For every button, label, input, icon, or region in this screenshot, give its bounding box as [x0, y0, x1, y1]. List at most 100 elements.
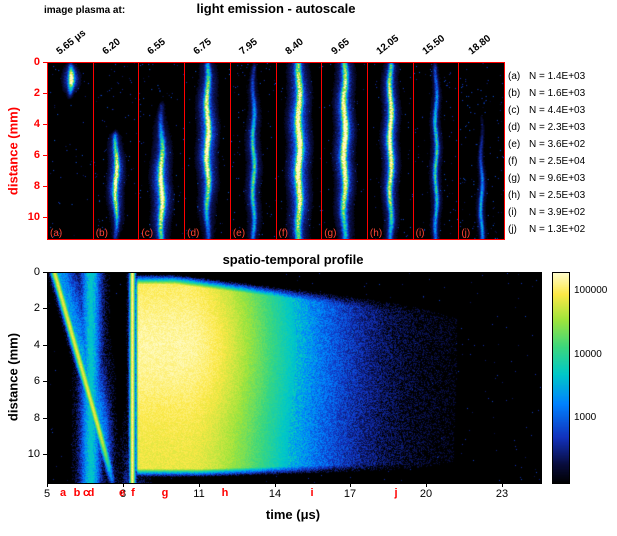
frame-canvas	[367, 63, 413, 239]
frame-image-a: (a)	[48, 63, 94, 239]
bottom-ytick-label: 10	[27, 448, 40, 460]
xtick-mark	[275, 483, 276, 487]
top-ytick-label: 6	[33, 149, 40, 161]
frame-image-g: (g)	[322, 63, 368, 239]
frame-canvas	[459, 63, 505, 239]
legend-frame-tag: (d)	[508, 122, 521, 133]
frame-time-label: 6.55	[145, 36, 168, 58]
xtick-mark	[47, 483, 48, 487]
frame-tag: (c)	[141, 228, 154, 239]
legend-n-value: N = 2.5E+03	[529, 190, 586, 201]
frame-canvas	[230, 63, 276, 239]
frame-time-label: 18.80	[466, 33, 494, 58]
frame-time-label: 9.65	[329, 36, 352, 58]
frame-image-i: (i)	[413, 63, 460, 239]
frame-tag: (g)	[324, 228, 337, 239]
frame-tag: (h)	[369, 228, 383, 239]
legend-frame-tag: (b)	[508, 88, 521, 99]
legend-n-value: N = 1.3E+02	[529, 224, 586, 235]
xtick-mark	[350, 483, 351, 487]
bottom-ytick-mark	[43, 418, 47, 419]
legend-frame-tag: (c)	[508, 105, 520, 116]
legend-n-value: N = 3.9E+02	[529, 207, 586, 218]
top-ytick-label: 2	[33, 87, 40, 99]
colorbar-tick-label: 1000	[574, 412, 597, 423]
time-marker-b: b	[73, 487, 81, 499]
top-ytick-mark	[43, 217, 47, 218]
time-marker-g: g	[161, 487, 169, 499]
frame-tag: (d)	[187, 228, 200, 239]
frame-canvas	[322, 63, 367, 239]
frame-time-label: 5.65 μs	[54, 27, 89, 58]
bottom-ytick-label: 8	[33, 412, 40, 424]
legend-row: (j) N = 1.3E+02	[508, 224, 585, 235]
bottom-ytick-label: 4	[33, 339, 40, 351]
bottom-ytick-mark	[43, 454, 47, 455]
xtick-label: 11	[193, 488, 205, 500]
top-ytick-label: 10	[27, 211, 40, 223]
top-ytick-label: 4	[33, 118, 40, 130]
frame-time-label: 7.95	[237, 36, 260, 58]
legend-n-value: N = 1.6E+03	[529, 88, 586, 99]
colorbar-tick-label: 10000	[574, 349, 602, 360]
top-ytick-mark	[43, 155, 47, 156]
colorbar	[552, 272, 570, 484]
legend-n-value: N = 2.5E+04	[529, 156, 586, 167]
legend-n-value: N = 2.3E+03	[529, 122, 586, 133]
heatmap	[47, 272, 542, 484]
legend-frame-tag: (a)	[508, 71, 521, 82]
bottom-ylabel: distance (mm)	[5, 332, 21, 422]
xtick-label: 14	[268, 488, 282, 500]
frame-time-label: 6.75	[191, 36, 214, 58]
xtick-label: 23	[495, 488, 509, 500]
frame-canvas	[139, 63, 185, 239]
time-marker-j: j	[394, 487, 398, 499]
frame-canvas	[413, 63, 459, 239]
frame-tag: (b)	[95, 228, 108, 239]
time-marker-a: a	[59, 487, 67, 499]
legend-frame-tag: (j)	[508, 224, 517, 235]
top-ylabel: distance (mm)	[5, 106, 21, 196]
frame-canvas	[48, 63, 93, 239]
bottom-ytick-label: 0	[33, 266, 40, 278]
time-marker-h: h	[221, 487, 229, 499]
bottom-ytick-mark	[43, 345, 47, 346]
frame-time-label: 15.50	[420, 33, 448, 58]
bottom-ytick-label: 2	[33, 302, 40, 314]
xtick-label: 17	[343, 488, 357, 500]
frame-tag: (j)	[461, 228, 471, 239]
frame-canvas	[185, 63, 230, 239]
frame-time-label: 12.05	[374, 33, 402, 58]
xtick-mark	[426, 483, 427, 487]
legend-row: (g) N = 9.6E+03	[508, 173, 585, 184]
xtick-mark	[199, 483, 200, 487]
frame-time-label: 6.20	[100, 36, 123, 58]
time-marker-c: c	[82, 487, 90, 499]
time-marker-e: e	[118, 487, 126, 499]
legend-frame-tag: (g)	[508, 173, 521, 184]
xtick-label: 20	[419, 488, 433, 500]
time-marker-i: i	[310, 487, 314, 499]
legend-row: (i) N = 3.9E+02	[508, 207, 585, 218]
legend-n-value: N = 9.6E+03	[529, 173, 586, 184]
top-panel-title: light emission - autoscale	[196, 1, 356, 16]
legend-row: (b) N = 1.6E+03	[508, 88, 585, 99]
frame-image-d: (d)	[185, 63, 231, 239]
legend-row: (d) N = 2.3E+03	[508, 122, 585, 133]
frame-image-c: (c)	[139, 63, 186, 239]
frame-tag: (a)	[50, 228, 63, 239]
top-ytick-mark	[43, 62, 47, 63]
frame-image-f: (f)	[276, 63, 323, 239]
top-ytick-mark	[43, 124, 47, 125]
legend-frame-tag: (h)	[508, 190, 521, 201]
bottom-ytick-mark	[43, 272, 47, 273]
bottom-ytick-mark	[43, 308, 47, 309]
xtick-label: 8	[119, 488, 127, 500]
frame-tag: (e)	[232, 228, 246, 239]
bottom-ytick-mark	[43, 381, 47, 382]
legend-row: (a) N = 1.4E+03	[508, 71, 585, 82]
colorbar-canvas	[553, 273, 569, 483]
frame-tag: (i)	[415, 228, 425, 239]
legend-row: (e) N = 3.6E+02	[508, 139, 585, 150]
